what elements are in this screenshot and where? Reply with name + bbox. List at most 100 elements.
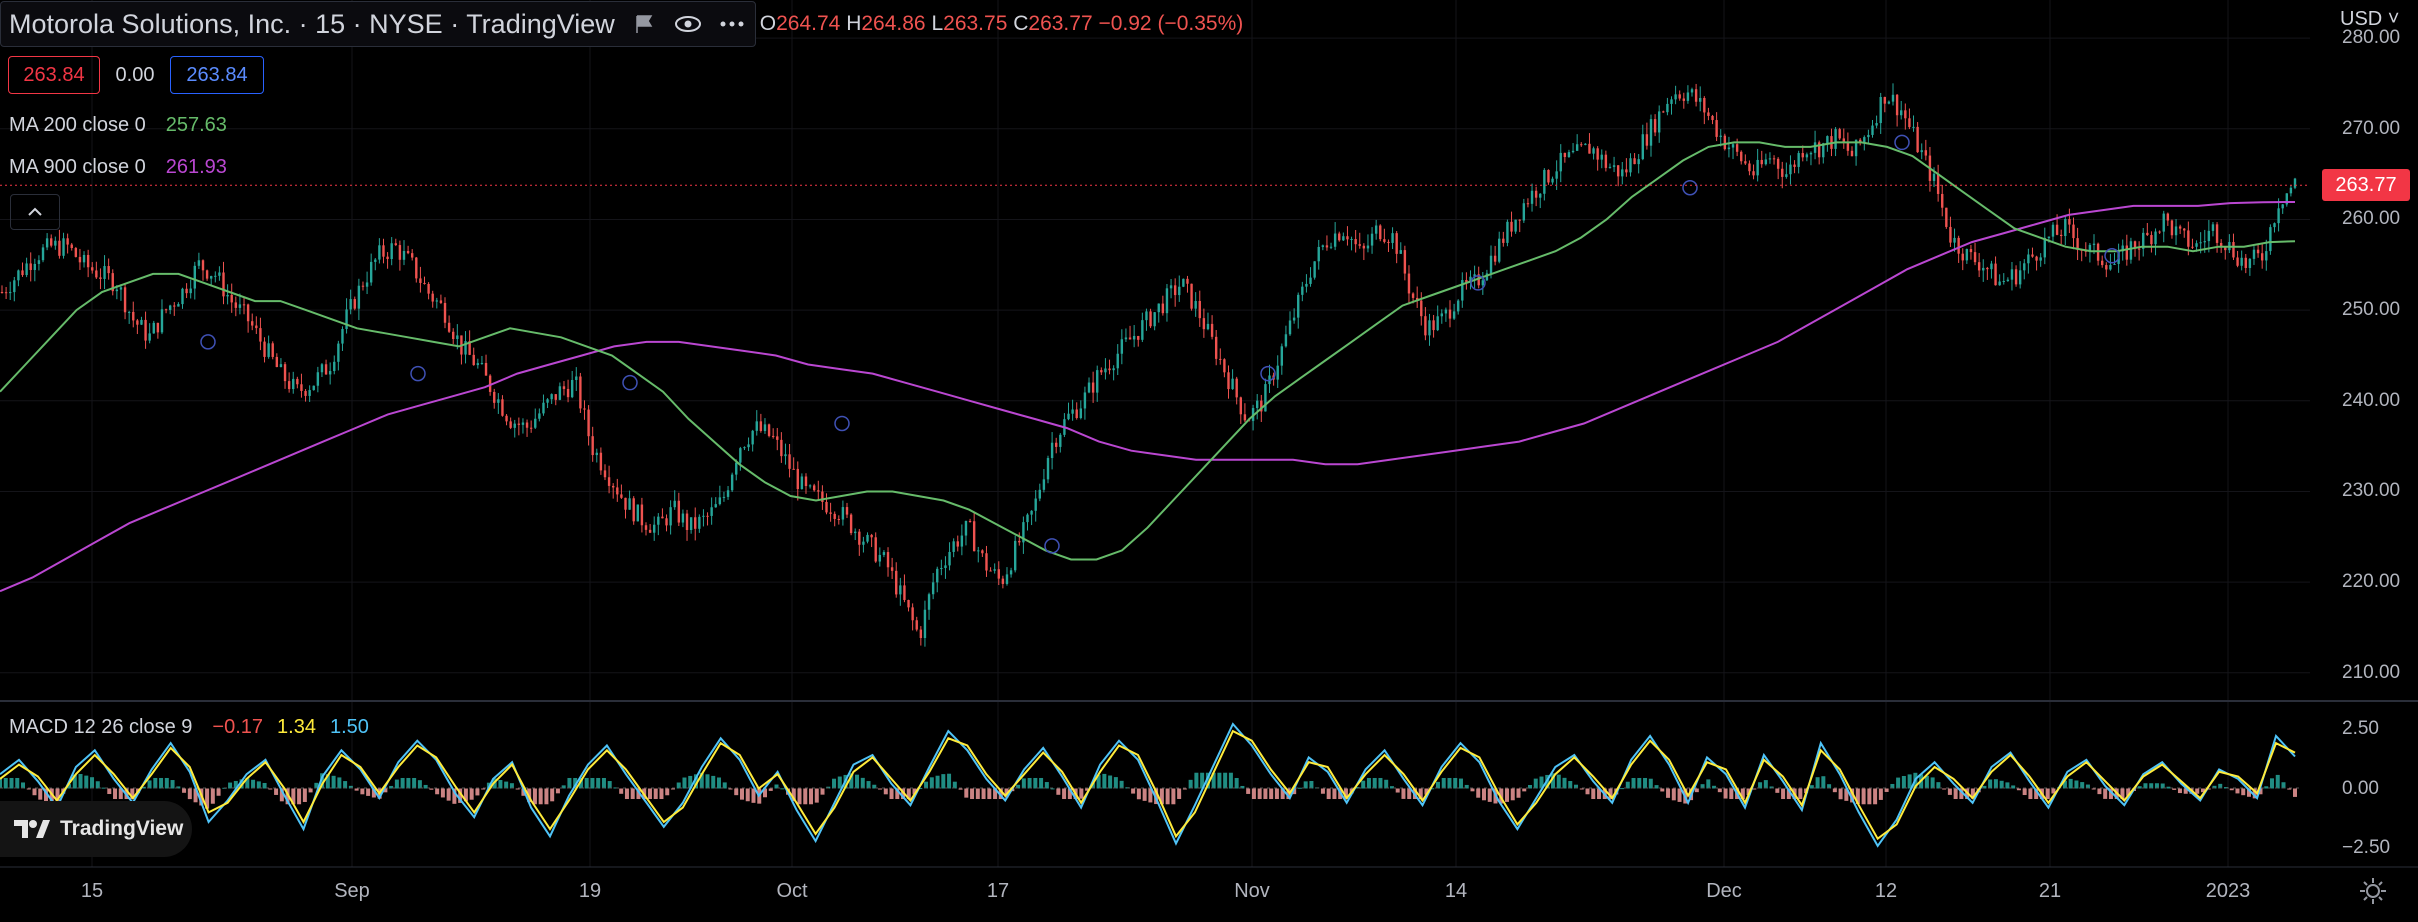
macd-hist-bar: [159, 777, 164, 789]
macd-hist-bar: [95, 781, 100, 789]
macd-hist-bar: [837, 776, 842, 789]
more-icon[interactable]: [717, 9, 747, 39]
candle: [1785, 162, 1788, 179]
macd-hist-bar: [2074, 780, 2079, 789]
candle-body: [1715, 120, 1718, 137]
collapse-legend-button[interactable]: [10, 194, 60, 230]
candle: [300, 373, 303, 398]
currency-selector[interactable]: USD ˅: [2340, 8, 2399, 31]
candle: [2059, 229, 2063, 244]
candle: [931, 572, 935, 600]
macd-hist-bar: [2287, 788, 2292, 790]
macd-hist-bar: [193, 788, 198, 803]
macd-hist-bar: [596, 777, 601, 789]
ma200-legend[interactable]: MA 200 close 0 257.63: [9, 114, 227, 137]
candle-body: [1350, 239, 1353, 241]
candle: [2051, 222, 2055, 242]
macd-hist-bar: [1090, 782, 1095, 789]
candle: [981, 549, 984, 557]
candle-body: [1444, 309, 1448, 314]
candle: [1317, 239, 1320, 270]
macd-hist-bar: [636, 788, 641, 800]
candle: [1075, 402, 1078, 420]
macd-hist-bar: [1551, 773, 1556, 789]
candle-body: [127, 311, 131, 313]
candle: [267, 335, 270, 359]
candle-body: [570, 379, 574, 398]
candle-body: [2051, 224, 2055, 237]
candle: [1608, 163, 1612, 169]
candle-body: [2187, 230, 2190, 247]
event-marker: [1894, 134, 1910, 151]
candle-body: [168, 305, 172, 310]
candle: [1977, 253, 1981, 278]
candle-body: [439, 300, 443, 303]
candle: [374, 258, 377, 271]
candle: [1169, 279, 1173, 299]
macd-hist-bar: [1660, 788, 1665, 792]
candle-body: [1264, 384, 1267, 412]
flag-icon[interactable]: [629, 9, 659, 39]
candle-body: [493, 391, 496, 403]
candle-body: [698, 516, 701, 529]
candle-body: [66, 238, 69, 245]
candle: [2285, 193, 2288, 207]
macd-legend[interactable]: MACD 12 26 close 9 −0.17 1.34 1.50: [9, 716, 383, 739]
macd-hist-bar: [975, 788, 980, 800]
candle-body: [640, 504, 644, 526]
candle: [29, 252, 32, 282]
macd-hist-bar: [2068, 778, 2073, 789]
candle: [1957, 235, 1960, 263]
candle-body: [99, 277, 102, 279]
candle: [648, 524, 652, 534]
macd-hist-bar: [607, 781, 612, 789]
candle: [2289, 185, 2293, 197]
macd-hist-bar: [1947, 788, 1952, 795]
candle: [353, 296, 356, 311]
macd-hist-bar: [544, 788, 549, 805]
candle: [1083, 386, 1087, 420]
candle: [287, 372, 291, 393]
macd-hist-bar: [1142, 788, 1147, 801]
buy-price-button[interactable]: 263.84: [170, 56, 264, 94]
currency-label: USD: [2340, 8, 2383, 30]
candle-body: [1173, 285, 1177, 296]
macd-hist-bar: [1769, 786, 1774, 789]
candle: [271, 341, 274, 360]
candle-body: [1900, 110, 1903, 116]
candle: [739, 446, 742, 471]
candle-body: [521, 422, 525, 425]
candle: [2265, 239, 2268, 271]
macd-hist-bar: [2206, 788, 2211, 790]
macd-hist-bar: [791, 788, 796, 802]
candle-body: [1120, 339, 1124, 354]
candle-body: [968, 520, 972, 522]
tradingview-logo[interactable]: TradingView: [0, 801, 192, 857]
eye-icon[interactable]: [673, 9, 703, 39]
symbol-title-box[interactable]: Motorola Solutions, Inc. · 15 · NYSE · T…: [0, 1, 756, 47]
macd-hist-bar: [1654, 785, 1659, 789]
candle: [238, 293, 242, 315]
candle-body: [2150, 235, 2153, 245]
candle: [127, 310, 131, 324]
macd-line: [0, 722, 2296, 848]
candle-body: [1817, 142, 1821, 158]
candle-body: [1764, 159, 1768, 165]
candle: [936, 566, 939, 593]
gear-icon[interactable]: [2358, 876, 2388, 906]
candle-body: [841, 507, 845, 520]
candle: [1219, 348, 1222, 365]
sell-price-button[interactable]: 263.84: [8, 56, 100, 94]
candle: [1128, 325, 1132, 340]
macd-hist-bar: [1809, 785, 1814, 789]
macd-hist-bar: [228, 782, 233, 789]
symbol-title[interactable]: Motorola Solutions, Inc. · 15 · NYSE · T…: [9, 8, 615, 39]
candle: [2096, 242, 2100, 266]
macd-hist-bar: [1228, 772, 1233, 789]
candle: [1436, 305, 1439, 332]
candle: [628, 490, 631, 510]
candle-body: [1776, 158, 1780, 169]
macd-hist-bar: [107, 788, 112, 795]
ma900-legend[interactable]: MA 900 close 0 261.93: [9, 156, 227, 179]
